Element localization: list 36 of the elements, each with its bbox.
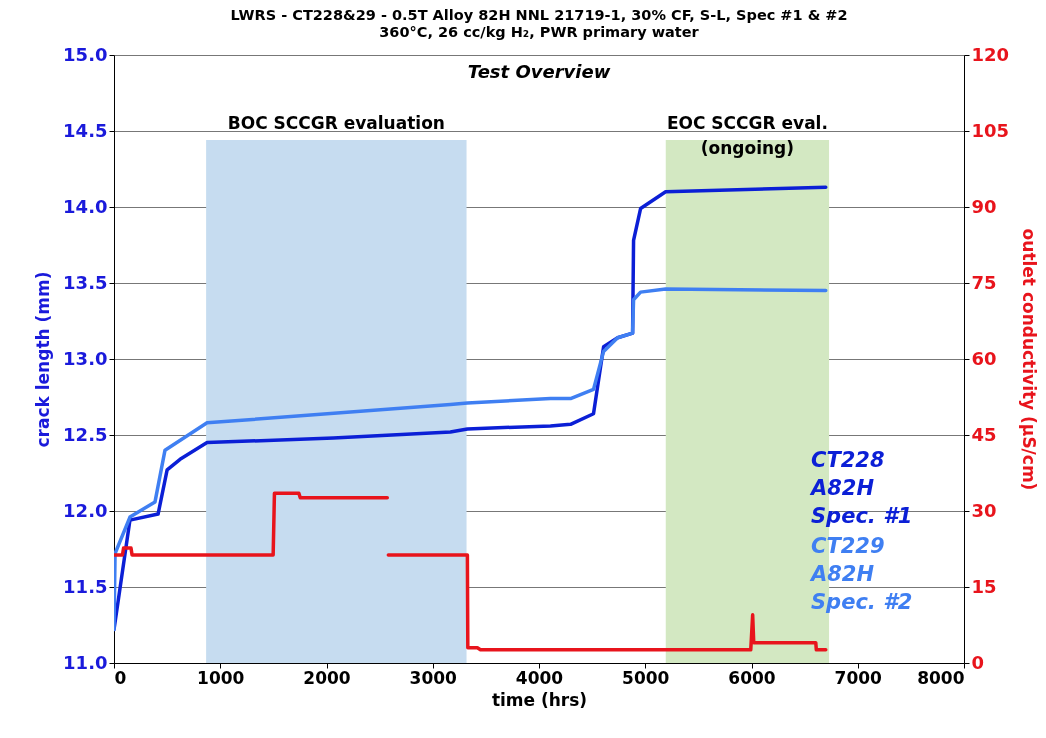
x-tick-label: 6000: [728, 667, 776, 688]
y-tick-label: 13.5: [63, 271, 108, 293]
y-tick-label: 13.0: [63, 347, 108, 369]
x-tick-label: 5000: [622, 667, 670, 688]
text: CT229 A82H Spec. #2: [809, 534, 913, 614]
y-tick-label: 14.0: [63, 195, 108, 217]
chart-title: LWRS - CT228&29 - 0.5T Alloy 82H NNL 21719-1, 30% CF, S-L, Spec #1 & #2: [230, 7, 848, 23]
y2-tick-label: 0: [971, 651, 985, 673]
x-tick-label: 4000: [515, 667, 564, 688]
chart-subtitle: 360°C, 26 cc/kg H₂, PWR primary water: [379, 23, 700, 40]
y-tick-label: 12.0: [63, 499, 108, 521]
band-label: EOC SCCGR eval. (ongoing): [666, 113, 828, 158]
y2-tick-label: 30: [971, 499, 997, 521]
y-tick-label: 12.5: [63, 423, 108, 445]
y-tick-label: 11.0: [63, 651, 108, 673]
y-tick-label: 11.5: [63, 575, 108, 597]
y2-axis-title: outlet conductivity (µS/cm): [1019, 228, 1040, 491]
y-axis-title: crack length (mm): [33, 271, 54, 448]
y2-tick-label: 90: [971, 195, 997, 217]
y2-tick-label: 75: [971, 271, 997, 293]
annotation: Test Overview: [467, 61, 611, 82]
y2-tick-label: 60: [971, 347, 997, 369]
y2-tick-label: 15: [971, 575, 997, 597]
x-tick-label: 7000: [834, 667, 883, 688]
y2-tick-label: 45: [971, 423, 997, 445]
y2-tick-label: 120: [971, 43, 1010, 65]
y-tick-label: 15.0: [63, 43, 108, 65]
band-label: BOC SCCGR evaluation: [227, 113, 445, 133]
y2-tick-label: 105: [971, 119, 1010, 141]
y-tick-label: 14.5: [63, 119, 108, 141]
x-tick-label: 8000: [917, 667, 965, 688]
x-tick-label: 1000: [197, 667, 245, 688]
x-tick-label: 3000: [409, 667, 458, 688]
x-axis-title: time (hrs): [491, 689, 588, 710]
x-tick-label: 2000: [303, 667, 351, 688]
x-tick-label: 0: [114, 667, 127, 688]
